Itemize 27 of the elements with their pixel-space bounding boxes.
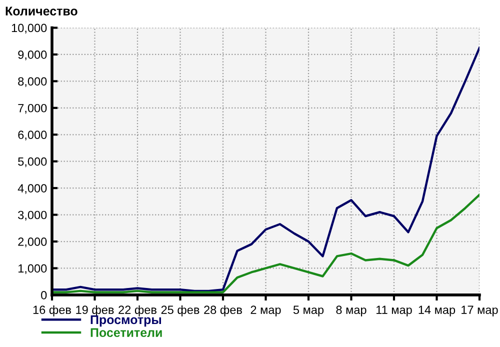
y-tick-label: 7,000 xyxy=(18,104,47,114)
x-tick-label: 8 мар xyxy=(336,306,366,316)
x-tick-label: 11 мар xyxy=(376,306,412,316)
y-tick-label: 3,000 xyxy=(18,210,47,221)
x-tick-label: 28 фев xyxy=(204,305,242,316)
y-tick-label: 10,000 xyxy=(12,24,47,34)
line-series xyxy=(52,46,480,292)
y-tick-label: 4,000 xyxy=(18,184,47,194)
x-tick-label: 14 мар xyxy=(418,306,456,316)
line-series xyxy=(52,194,480,294)
legend-label: Просмотры xyxy=(90,315,161,327)
y-tick-label: 5,000 xyxy=(18,157,47,168)
y-axis-title: Количество xyxy=(6,6,78,16)
y-tick-label: 1,000 xyxy=(18,264,47,274)
x-tick-label: 5 мар xyxy=(293,306,324,316)
x-tick-label: 19 фев xyxy=(76,305,114,316)
x-tick-label: 22 фев xyxy=(118,305,156,316)
y-tick-label: 9,000 xyxy=(18,50,47,60)
x-tick-label: 16 фев xyxy=(33,305,71,316)
y-tick-label: 0 xyxy=(41,290,47,300)
y-tick-label: 6,000 xyxy=(18,130,47,140)
x-tick-label: 2 мар xyxy=(250,306,281,316)
y-tick-label: 8,000 xyxy=(18,77,47,87)
legend-label: Посетители xyxy=(90,328,162,338)
x-tick-label: 25 фев xyxy=(161,305,200,316)
x-tick-label: 17 мар xyxy=(462,306,498,316)
y-tick-label: 2,000 xyxy=(18,238,47,248)
